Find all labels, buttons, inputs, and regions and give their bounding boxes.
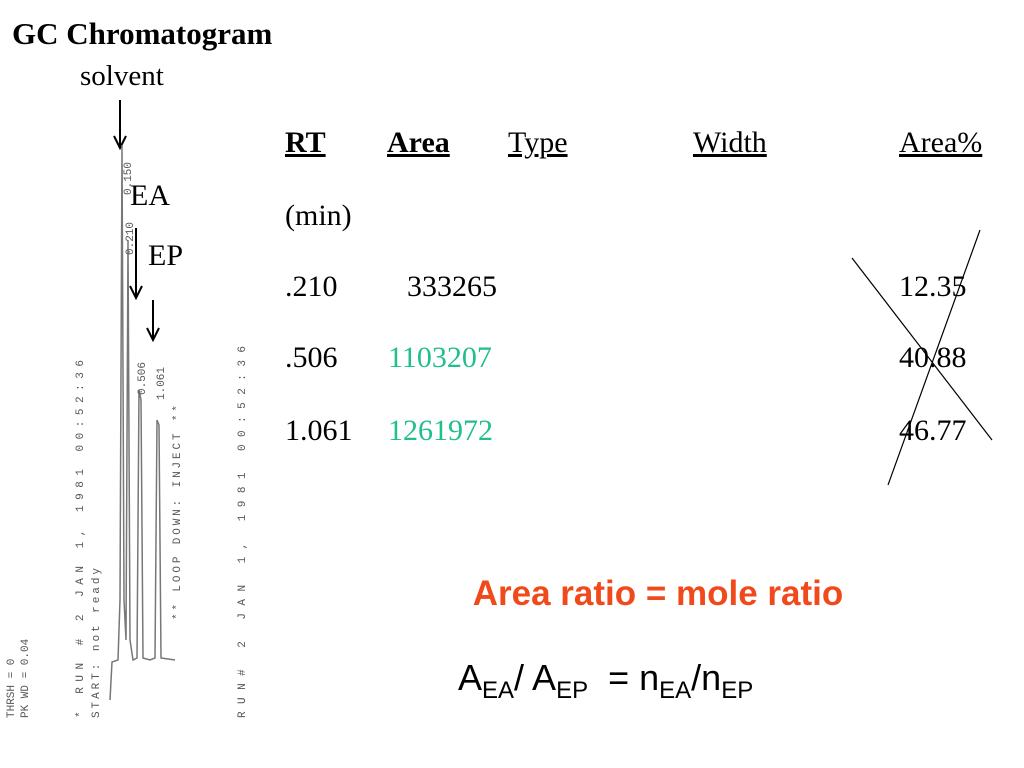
eq-part: / A [514, 657, 556, 698]
peak-label: 1.061 [156, 367, 168, 400]
solvent-label: solvent [80, 60, 164, 92]
table-header: RT [285, 126, 326, 159]
arrows [113, 100, 160, 343]
table-header: Width [693, 126, 767, 159]
chromatogram-trace [109, 144, 176, 701]
table-unit: (min) [285, 199, 352, 232]
ep-label: EP [148, 239, 183, 272]
printout-text: RUN# 2 JAN 1, 1981 00:52:36 [237, 346, 249, 718]
peak-label: 0.150 [123, 162, 135, 195]
printout-text: THRSH = 0 [6, 659, 18, 718]
title: GC Chromatogram [12, 16, 272, 51]
table-cell: 12.35 [899, 270, 967, 303]
table-header: Area [387, 126, 450, 159]
note: Area ratio = mole ratio [473, 574, 844, 613]
eq-sub: EA [659, 677, 691, 704]
eq-part: = n [598, 657, 659, 698]
eq-part: A [458, 657, 482, 698]
peak-label: 0.506 [137, 362, 149, 395]
printout-text: PK WD = 0.04 [20, 638, 32, 718]
eq-sub: EA [482, 677, 514, 704]
eq-sub: EP [721, 677, 753, 704]
ea-label: EA [130, 179, 170, 212]
printout-text: ** LOOP DOWN: INJECT ** [172, 405, 184, 620]
table-cell: .210 [285, 270, 338, 303]
printout-text: * RUN # 2 JAN 1, 1981 00:52:36 [75, 360, 87, 718]
table-cell: 1.061 [285, 414, 353, 447]
table-cell: 46.77 [899, 414, 967, 447]
table-cell: 1261972 [388, 414, 493, 447]
eq-sub: EP [556, 677, 588, 704]
table-cell: 40.88 [899, 341, 967, 374]
peak-label: 0.210 [125, 222, 137, 255]
equation: AEA/ AEP = nEA/nEP [458, 657, 753, 704]
table-cell: 333265 [407, 270, 497, 303]
cross-out [851, 229, 993, 486]
results-table: RT Area Type Width Area% (min) .210 3332… [285, 126, 982, 447]
table-cell: .506 [285, 341, 338, 374]
table-header: Area% [899, 126, 982, 159]
table-header: Type [508, 126, 568, 159]
printout-text: START: not ready [91, 568, 103, 718]
table-cell: 1103207 [388, 341, 492, 374]
eq-part: /n [691, 657, 721, 698]
